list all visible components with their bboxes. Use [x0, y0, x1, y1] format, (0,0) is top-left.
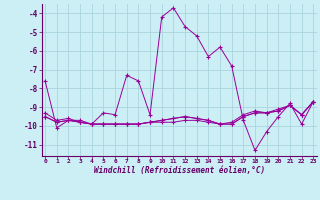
X-axis label: Windchill (Refroidissement éolien,°C): Windchill (Refroidissement éolien,°C): [94, 166, 265, 175]
